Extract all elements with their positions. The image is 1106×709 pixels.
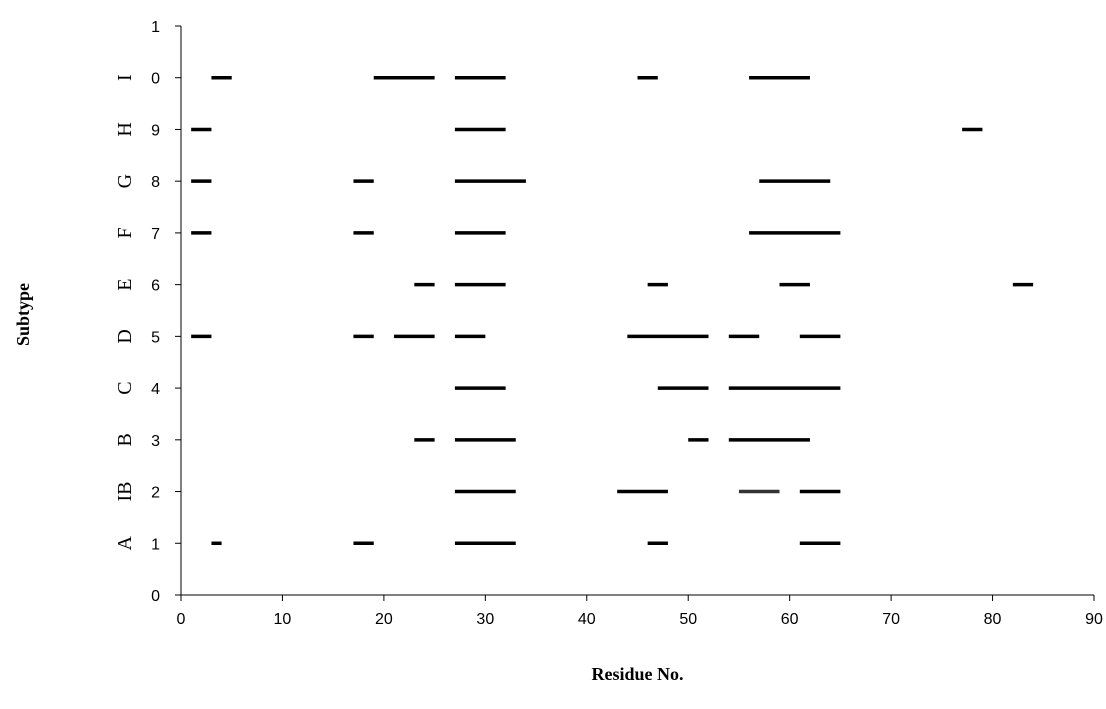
x-tick-label: 0 [177,611,186,628]
x-tick-label: 60 [781,611,799,628]
category-label: C [114,381,136,394]
x-axis-title: Residue No. [591,664,683,684]
category-label: G [114,174,136,188]
y-tick-label: 7 [151,226,160,243]
y-tick-label: 0 [151,588,160,605]
x-tick-label: 70 [882,611,900,628]
x-tick-label: 10 [274,611,292,628]
x-tick-label: 80 [984,611,1002,628]
category-label: D [114,329,136,343]
category-label: I [114,74,136,81]
x-tick-label: 40 [578,611,596,628]
y-tick-label: 9 [151,122,160,139]
category-label: B [114,433,136,446]
category-label: F [114,227,136,238]
y-tick-label: 6 [151,278,160,295]
x-tick-label: 20 [375,611,393,628]
y-tick-label: 3 [151,433,160,450]
x-tick-label: 30 [476,611,494,628]
y-tick-label: 0 [151,71,160,88]
segments [191,75,1034,546]
x-tick-label: 50 [679,611,697,628]
category-label: IB [114,482,136,502]
x-tick-label: 90 [1085,611,1103,628]
y-tick-label: 4 [151,381,160,398]
y-tick-label: 5 [151,329,160,346]
y-axis-title: Subtype [13,283,33,346]
category-label: E [114,279,136,291]
category-label: A [114,535,136,550]
category-labels: A IB B C D E F G H I [114,74,136,550]
y-tick-label: 8 [151,174,160,191]
axes [175,25,1095,601]
y-tick-label: 2 [151,485,160,502]
category-label: H [114,122,136,136]
y-tick-label: 1 [151,19,160,36]
y-tick-label: 1 [151,536,160,553]
